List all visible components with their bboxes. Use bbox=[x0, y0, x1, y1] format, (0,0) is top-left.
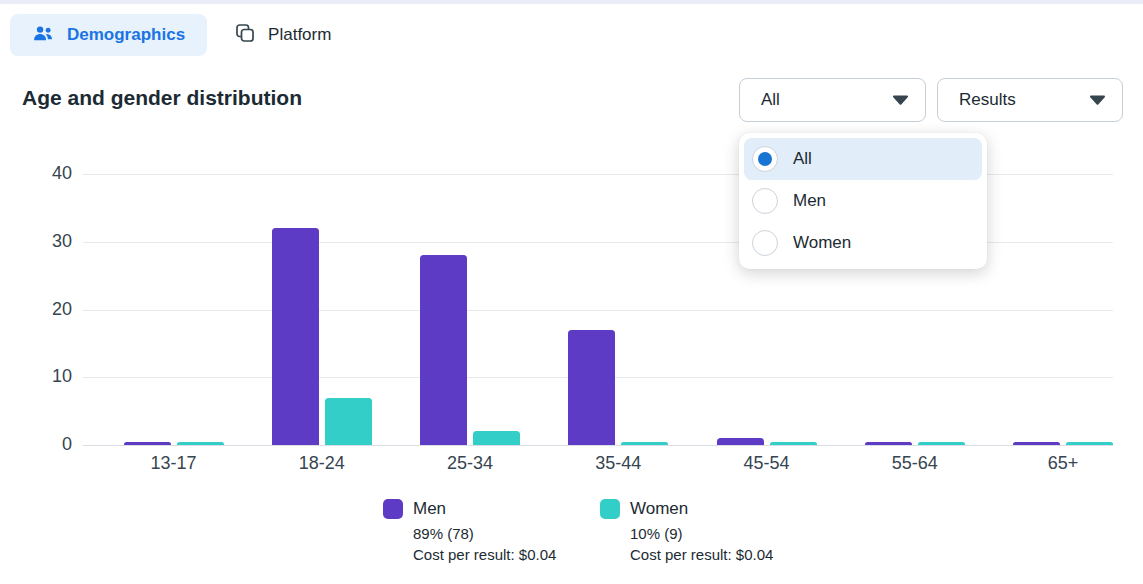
breakdown-menu: All Men Women bbox=[739, 133, 987, 269]
x-axis-category-label: 25-34 bbox=[410, 453, 530, 474]
y-axis-tick-label: 20 bbox=[20, 299, 72, 320]
bar-men-55-64[interactable] bbox=[865, 442, 912, 445]
bar-women-35-44[interactable] bbox=[621, 442, 668, 445]
bar-women-55-64[interactable] bbox=[918, 442, 965, 445]
x-axis-category-label: 55-64 bbox=[855, 453, 975, 474]
x-axis-category-label: 65+ bbox=[1003, 453, 1123, 474]
bar-women-13-17[interactable] bbox=[177, 442, 224, 445]
age-gender-bar-chart: 0 10 20 30 40 13-17 18-24 25-34 35-44 45-54 55-64 6… bbox=[0, 0, 1143, 584]
y-axis-tick-label: 10 bbox=[20, 366, 72, 387]
menu-option-men[interactable]: Men bbox=[744, 180, 982, 222]
bar-men-25-34[interactable] bbox=[420, 255, 467, 445]
demographics-report-panel: Demographics Platform Age and gender dis… bbox=[0, 0, 1143, 584]
y-axis-tick-label: 40 bbox=[20, 163, 72, 184]
radio-button-men[interactable] bbox=[752, 188, 778, 214]
bar-women-45-54[interactable] bbox=[770, 442, 817, 445]
bar-men-45-54[interactable] bbox=[717, 438, 764, 445]
bar-men-13-17[interactable] bbox=[124, 442, 171, 445]
gridline bbox=[83, 445, 1113, 446]
x-axis-category-label: 45-54 bbox=[707, 453, 827, 474]
y-axis-tick-label: 0 bbox=[20, 434, 72, 455]
x-axis-category-label: 18-24 bbox=[262, 453, 382, 474]
bar-women-65+[interactable] bbox=[1066, 442, 1113, 445]
gridline bbox=[83, 310, 1113, 311]
bar-men-35-44[interactable] bbox=[568, 330, 615, 445]
y-axis-tick-label: 30 bbox=[20, 231, 72, 252]
radio-button-all[interactable] bbox=[752, 146, 778, 172]
x-axis-category-label: 13-17 bbox=[114, 453, 234, 474]
bar-women-25-34[interactable] bbox=[473, 431, 520, 445]
menu-option-all[interactable]: All bbox=[744, 138, 982, 180]
x-axis-category-label: 35-44 bbox=[558, 453, 678, 474]
radio-button-women[interactable] bbox=[752, 230, 778, 256]
bar-men-65+[interactable] bbox=[1013, 442, 1060, 445]
bar-women-18-24[interactable] bbox=[325, 398, 372, 445]
bar-men-18-24[interactable] bbox=[272, 228, 319, 445]
menu-option-women[interactable]: Women bbox=[744, 222, 982, 264]
